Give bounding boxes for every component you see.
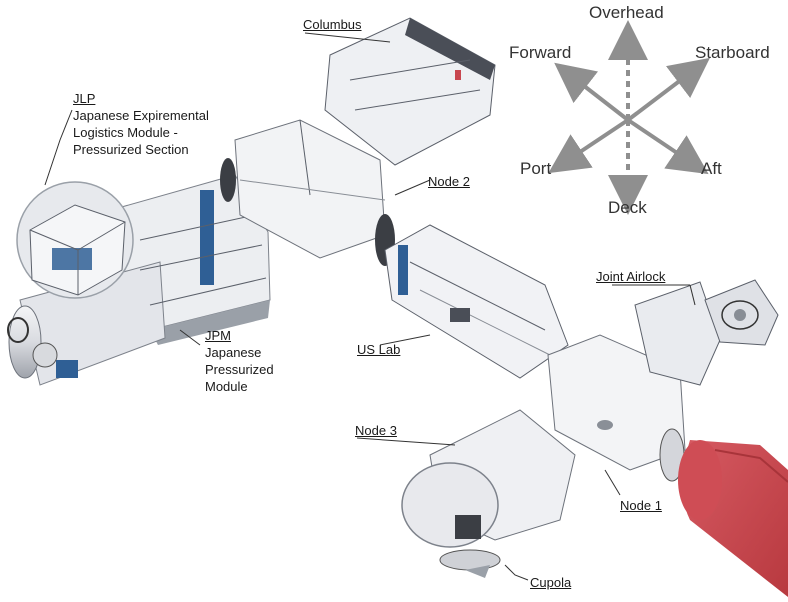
compass-deck-label: Deck: [608, 198, 647, 217]
jlp-line3: Pressurized Section: [73, 142, 189, 157]
node-2-label: Node 2: [428, 174, 470, 189]
us-lab-module: [384, 224, 569, 379]
node-3-label: Node 3: [355, 423, 397, 438]
compass-aft-label: Aft: [701, 159, 722, 178]
jpm-line2: Pressurized: [205, 362, 274, 377]
compass-port-label: Port: [520, 159, 552, 178]
joint-airlock-label: Joint Airlock: [596, 269, 666, 284]
compass-forward-label: Forward: [509, 43, 572, 62]
us-lab-label: US Lab: [357, 342, 401, 357]
node-3-module: [401, 409, 576, 578]
red-module: [678, 440, 788, 597]
jlp-code: JLP: [73, 91, 96, 106]
jlp-line1: Japanese Expiremental: [73, 108, 209, 123]
leader-lines: [44, 32, 696, 581]
jpm-line3: Module: [205, 379, 248, 394]
jpm-line1: Japanese: [205, 345, 262, 360]
columbus-label: Columbus: [303, 17, 362, 32]
jlp-label: JLP Japanese Expiremental Logistics Modu…: [73, 90, 209, 158]
compass-overhead-label: Overhead: [589, 3, 664, 22]
node-1-label: Node 1: [620, 498, 662, 513]
jlp-line2: Logistics Module -: [73, 125, 178, 140]
jpm-code: JPM: [205, 328, 231, 343]
compass-starboard-label: Starboard: [695, 43, 770, 62]
joint-airlock-module: [634, 279, 779, 386]
cupola-label: Cupola: [530, 575, 572, 590]
jpm-label: JPM Japanese Pressurized Module: [205, 327, 274, 395]
compass-rose: [548, 20, 710, 215]
jlp-module: [16, 181, 134, 299]
columbus-module: [324, 17, 496, 166]
